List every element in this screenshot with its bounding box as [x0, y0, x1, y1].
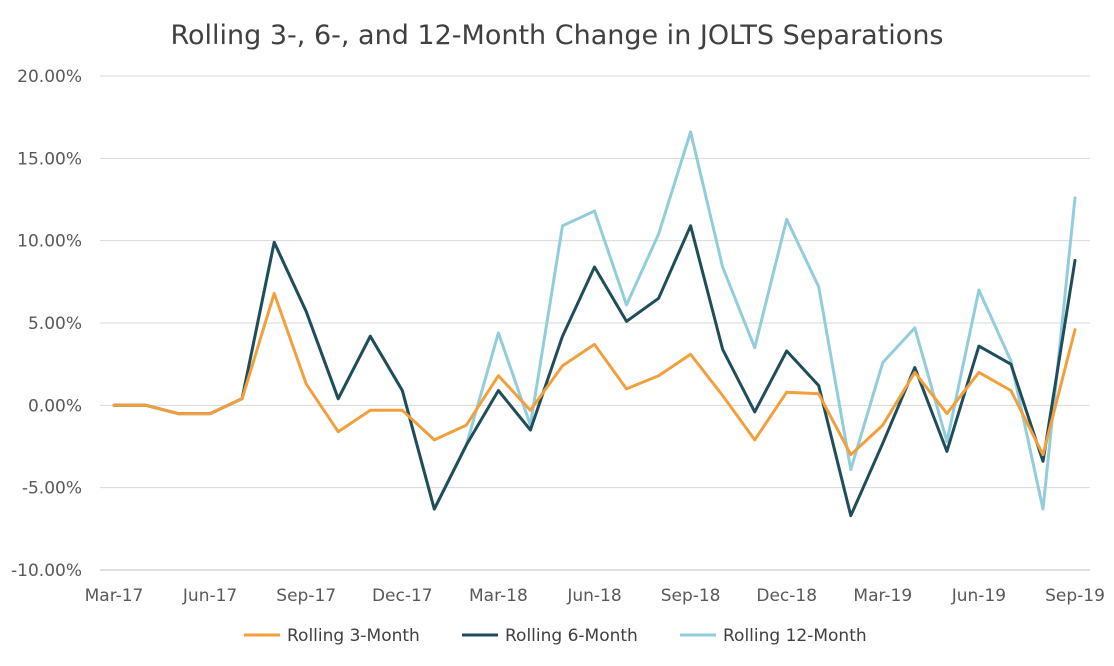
x-tick-label: Jun-17 — [182, 586, 237, 606]
x-tick-label: Mar-17 — [85, 586, 144, 606]
y-tick-label: 15.00% — [17, 149, 82, 169]
chart-title: Rolling 3-, 6-, and 12-Month Change in J… — [170, 20, 943, 51]
legend: Rolling 3-Month Rolling 6-Month Rolling 12… — [244, 626, 867, 646]
x-tick-label: Dec-17 — [372, 586, 433, 606]
x-tick-label: Mar-19 — [853, 586, 912, 606]
legend-label: Rolling 6-Month — [505, 626, 638, 646]
x-tick-label: Jun-18 — [566, 586, 621, 606]
x-tick-label: Mar-18 — [469, 586, 528, 606]
x-tick-label: Jun-19 — [951, 586, 1006, 606]
y-tick-label: 10.00% — [17, 232, 82, 252]
x-axis-tick-labels: Mar-17 Jun-17 Sep-17 Dec-17 Mar-18 Jun-18 Sep-… — [85, 586, 1105, 606]
series-lines — [112, 130, 1077, 518]
y-tick-label: 5.00% — [28, 314, 82, 334]
y-tick-label: 20.00% — [17, 67, 82, 87]
y-tick-label: -5.00% — [22, 479, 82, 499]
legend-item: Rolling 3-Month — [244, 626, 420, 646]
x-tick-label: Dec-18 — [756, 586, 817, 606]
x-tick-label: Sep-19 — [1045, 586, 1105, 606]
legend-label: Rolling 12-Month — [723, 626, 867, 646]
legend-label: Rolling 3-Month — [287, 626, 420, 646]
y-tick-label: 0.00% — [28, 396, 82, 416]
gridlines — [100, 75, 1090, 571]
legend-item: Rolling 6-Month — [462, 626, 638, 646]
x-tick-label: Sep-17 — [276, 586, 336, 606]
series-line-rolling-6-month — [112, 224, 1077, 518]
series-line-rolling-3-month — [112, 291, 1077, 457]
y-axis-tick-labels: 20.00% 15.00% 10.00% 5.00% 0.00% -5.00% -10.00… — [11, 67, 82, 581]
y-tick-label: -10.00% — [11, 561, 82, 581]
x-tick-label: Sep-18 — [661, 586, 721, 606]
legend-item: Rolling 12-Month — [680, 626, 867, 646]
